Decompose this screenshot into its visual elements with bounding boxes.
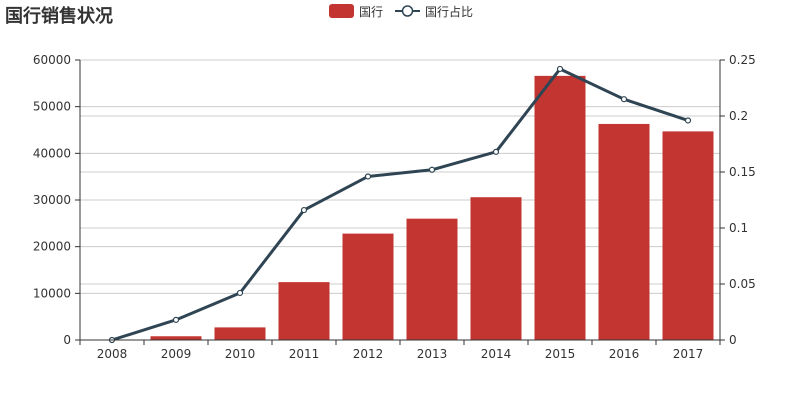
legend-bar-label[interactable]: 国行 <box>359 5 383 19</box>
legend: 国行 国行占比 <box>329 4 473 19</box>
x-tick-label: 2013 <box>417 347 448 361</box>
line-path <box>111 67 689 342</box>
line-point[interactable] <box>428 166 436 173</box>
x-tick-label: 2014 <box>481 347 512 361</box>
y-right-tick-label: 0 <box>729 333 737 347</box>
y-right-tick-label: 0.1 <box>729 221 748 235</box>
bar[interactable] <box>598 123 650 340</box>
bar[interactable] <box>150 336 202 340</box>
x-tick-label: 2009 <box>161 347 192 361</box>
y-left-tick-label: 0 <box>63 333 71 347</box>
legend-line-label[interactable]: 国行占比 <box>425 4 473 19</box>
bar[interactable] <box>534 75 586 340</box>
line-point[interactable] <box>236 289 244 297</box>
x-tick-label: 2016 <box>609 347 640 361</box>
line-point[interactable] <box>492 148 500 155</box>
bar[interactable] <box>662 131 714 340</box>
y-right-tick-label: 0.2 <box>729 109 748 123</box>
y-left-tick-label: 30000 <box>33 193 71 207</box>
y-left-tick-label: 10000 <box>33 286 71 300</box>
line-point[interactable] <box>172 316 180 323</box>
y-right-tick-label: 0.25 <box>729 53 756 67</box>
y-right-tick-label: 0.15 <box>729 165 756 179</box>
axes: 0 10000 20000 30000 40000 50000 60000 0 0.05 0.1 0… <box>33 53 756 361</box>
bar-series <box>150 75 714 340</box>
bar[interactable] <box>278 282 330 340</box>
chart-title: 国行销售状况 <box>5 6 113 27</box>
line-point[interactable] <box>684 117 692 124</box>
line-point[interactable] <box>300 206 308 214</box>
line-point[interactable] <box>556 65 564 73</box>
y-left-tick-label: 50000 <box>33 100 71 114</box>
y-right-tick-label: 0.05 <box>729 277 756 291</box>
bar[interactable] <box>342 233 394 340</box>
y-left-tick-label: 20000 <box>33 240 71 254</box>
legend-bar-swatch[interactable] <box>329 4 354 18</box>
legend-line-marker <box>401 5 414 17</box>
x-tick-label: 2017 <box>673 347 704 361</box>
y-left-tick-label: 40000 <box>33 146 71 160</box>
x-tick-label: 2008 <box>97 347 128 361</box>
x-tick-label: 2012 <box>353 347 384 361</box>
line-point[interactable] <box>620 96 628 103</box>
x-tick-label: 2011 <box>289 347 320 361</box>
bar[interactable] <box>470 197 522 340</box>
y-left-tick-label: 60000 <box>33 53 71 67</box>
x-tick-label: 2015 <box>545 347 576 361</box>
x-tick-label: 2010 <box>225 347 256 361</box>
bar[interactable] <box>406 218 458 340</box>
bar[interactable] <box>214 327 266 340</box>
line-point[interactable] <box>364 173 372 180</box>
